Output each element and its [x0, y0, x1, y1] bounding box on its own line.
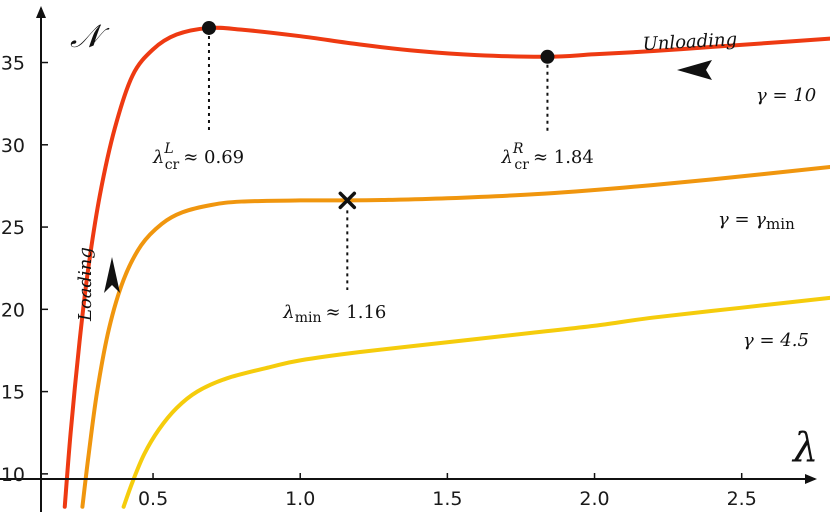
unloading-arrow-icon: [677, 60, 712, 80]
unloading-label: Unloading: [642, 29, 737, 55]
series-layer: [62, 25, 830, 509]
curve-label-gamma-min-sub: min: [766, 215, 795, 233]
x-tick-label: 1.0: [285, 488, 315, 510]
loading-label: Loading: [75, 247, 96, 322]
x-axis-title: λ: [791, 425, 818, 471]
series-line-1: [62, 25, 830, 509]
y-tick-label: 10: [1, 464, 25, 486]
x-ticks: 0.5 1.0 1.5 2.0 2.5: [138, 473, 757, 510]
curve-label-gamma-min: γ = γmin: [718, 209, 795, 233]
y-tick-label: 35: [1, 53, 25, 75]
y-tick-label: 25: [1, 217, 25, 239]
annotation-lambda-cr-right: λR cr ≈ 1.84: [500, 141, 593, 173]
y-tick-label: 15: [1, 382, 25, 404]
axes: [0, 6, 817, 512]
critical-point-right: [540, 49, 555, 64]
annotation-lambda-min: λmin ≈ 1.16: [282, 302, 386, 326]
critical-point-left: [201, 20, 216, 35]
loading-arrow-icon: [104, 257, 120, 293]
annotation-lambda-cr-left: λL cr ≈ 0.69: [152, 141, 244, 173]
curve-label-gamma-min-base: γ = γ: [718, 209, 766, 230]
curve-label-gamma-4-5: γ = 4.5: [743, 330, 809, 351]
annotations: λL cr ≈ 0.69 λR cr ≈ 1.84 λmin ≈ 1.16: [152, 20, 594, 326]
y-tick-label: 30: [1, 135, 25, 157]
x-tick-label: 2.5: [727, 488, 757, 510]
curve-label-gamma-10: γ = 10: [756, 85, 816, 106]
y-tick-label: 20: [1, 299, 25, 321]
x-tick-label: 0.5: [138, 488, 168, 510]
y-ticks: 10 15 20 25 30 35: [1, 53, 48, 486]
x-tick-label: 2.0: [579, 488, 609, 510]
x-tick-label: 1.5: [432, 488, 462, 510]
minimum-point-marker: [338, 191, 357, 210]
series-line-3: [121, 295, 830, 509]
y-axis-title: 𝒩: [70, 17, 110, 55]
series-line-2: [80, 165, 830, 509]
